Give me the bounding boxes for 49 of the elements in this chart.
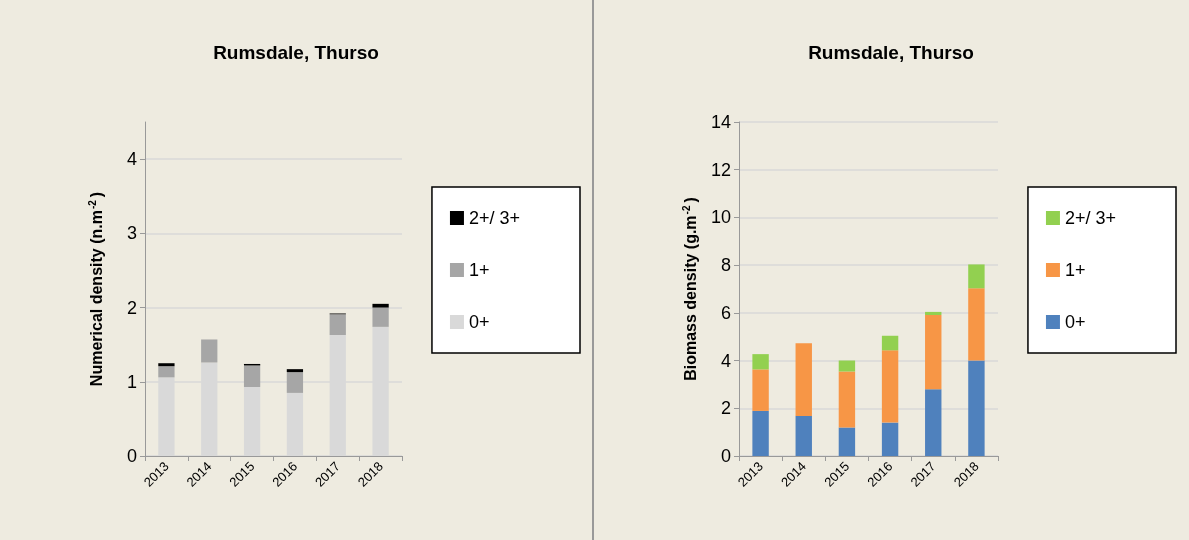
bar [372, 303, 389, 308]
chart-title: Rumsdale, Thurso [808, 42, 974, 63]
bar [795, 343, 812, 416]
legend-label: 0+ [1064, 312, 1086, 332]
bar [838, 427, 856, 456]
y-tick-label: 4 [126, 149, 137, 170]
bar [752, 354, 769, 370]
bar [925, 311, 942, 315]
y-tick-label: 0 [720, 446, 731, 466]
y-tick-label: 12 [710, 159, 731, 180]
bar [925, 315, 942, 390]
bar [838, 371, 856, 428]
legend-label: 1+ [468, 260, 490, 280]
bar [925, 389, 942, 456]
y-axis-title: Numerical density (n.m-2) [86, 191, 105, 387]
bar [795, 415, 812, 456]
y-tick-label: 2 [126, 297, 137, 318]
y-tick-label: 1 [126, 371, 137, 392]
bar [968, 360, 985, 456]
legend-label: 2+/ 3+ [1064, 208, 1116, 228]
bar [286, 372, 304, 393]
bar [201, 339, 218, 363]
y-tick-label: 4 [720, 350, 731, 371]
legend-label: 2+/ 3+ [468, 208, 520, 228]
y-tick-label: 6 [720, 302, 731, 323]
bar [968, 288, 985, 361]
legend-label: 0+ [468, 312, 490, 332]
bar [243, 365, 261, 387]
bar [329, 314, 346, 336]
bar [838, 360, 856, 372]
bar [881, 335, 899, 351]
bar [968, 264, 985, 289]
bar [158, 363, 175, 367]
chart-title: Rumsdale, Thurso [213, 42, 379, 63]
bar [752, 369, 769, 411]
y-axis-title: Biomass density (g.m-2) [680, 197, 699, 381]
y-tick-label: 8 [720, 255, 731, 276]
bar [286, 369, 304, 373]
y-tick-label: 14 [710, 112, 731, 132]
y-tick-label: 0 [126, 446, 137, 466]
y-tick-label: 3 [126, 223, 137, 244]
bar [372, 307, 389, 327]
y-tick-label: 10 [710, 207, 731, 228]
y-tick-label: 2 [720, 398, 731, 419]
bar [881, 350, 899, 423]
bar [158, 366, 175, 378]
legend-label: 1+ [1064, 260, 1086, 280]
bar [881, 422, 899, 456]
bar [752, 410, 769, 456]
